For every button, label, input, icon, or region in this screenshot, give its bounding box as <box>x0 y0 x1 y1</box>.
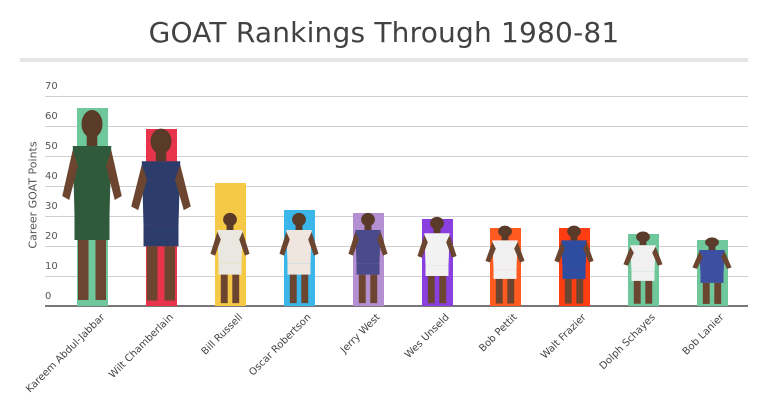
gridline <box>45 276 748 277</box>
y-tick-label: 70 <box>45 81 58 92</box>
x-tick-label: Bill Russell <box>199 312 246 358</box>
x-tick-label: Wilt Chamberlain <box>107 312 176 381</box>
y-tick-label: 60 <box>45 111 58 122</box>
x-tick-label: Jerry West <box>338 312 383 356</box>
player-photo <box>414 215 460 306</box>
x-tick-label: Bob Lanier <box>680 312 727 358</box>
x-tick-label: Oscar Robertson <box>247 312 314 379</box>
x-axis-line <box>45 305 748 307</box>
player-photo <box>207 211 253 306</box>
chart-title: GOAT Rankings Through 1980-81 <box>148 16 620 49</box>
player-photo <box>620 230 666 306</box>
x-tick-label: Dolph Schayes <box>597 312 658 373</box>
player-photo <box>276 211 322 306</box>
y-tick-label: 0 <box>45 291 52 302</box>
player-photo <box>551 224 597 306</box>
player-photo <box>482 224 528 306</box>
x-tick-label: Wes Unseld <box>402 312 452 361</box>
gridline <box>45 216 748 217</box>
gridline <box>45 186 748 187</box>
y-tick-label: 50 <box>45 141 58 152</box>
gridline <box>45 96 748 97</box>
title-divider <box>20 58 748 62</box>
y-tick-label: 40 <box>45 171 58 182</box>
player-photo <box>57 106 127 306</box>
player-photo <box>345 211 391 306</box>
y-tick-label: 10 <box>45 261 58 272</box>
y-tick-label: 30 <box>45 201 58 212</box>
y-tick-label: 20 <box>45 231 58 242</box>
y-axis-label: Career GOAT Points <box>26 141 40 249</box>
gridline <box>45 246 748 247</box>
gridline <box>45 156 748 157</box>
player-photo <box>126 125 196 306</box>
x-tick-label: Walt Frazier <box>539 312 589 362</box>
player-photo <box>689 236 735 306</box>
gridline <box>45 126 748 127</box>
x-tick-label: Bob Pettit <box>477 312 520 355</box>
x-tick-label: Kareem Abdul-Jabbar <box>24 312 108 396</box>
